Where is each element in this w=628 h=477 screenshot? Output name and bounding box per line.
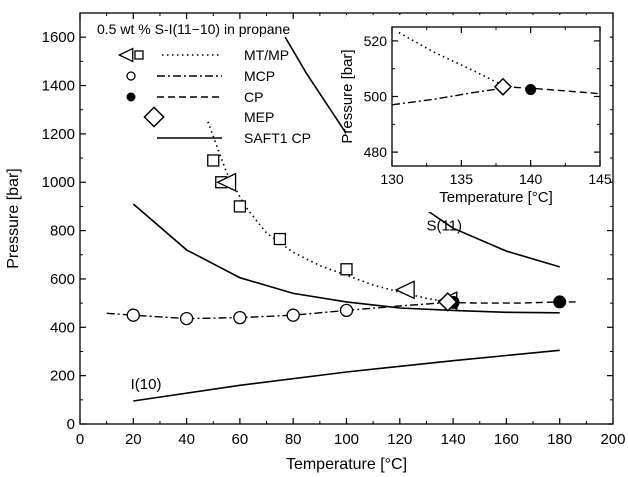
main-x-tick-label: 20	[125, 431, 142, 448]
main-y-tick-label: 1400	[42, 78, 75, 95]
mt-mp-marker-0	[207, 154, 220, 167]
legend-mcp-marker-0	[126, 71, 136, 81]
inset-y-tick-label: 500	[364, 89, 388, 105]
legend-mt-mp-marker-0	[117, 47, 134, 63]
main-y-tick-label: 0	[67, 416, 75, 433]
main-y-tick-label: 1200	[42, 126, 75, 143]
legend-cp-marker-0	[126, 92, 136, 102]
mt-mp-marker-2	[233, 200, 247, 213]
cp-dashed-line	[447, 301, 576, 304]
legend-mcp-label: MCP	[244, 68, 275, 84]
main-y-tick-label: 800	[50, 223, 75, 240]
mep-marker-0	[437, 292, 458, 312]
main-x-tick-label: 140	[441, 431, 466, 448]
inset-x-tick-label: 145	[588, 171, 612, 187]
cp-marker-1	[553, 295, 567, 309]
main-y-tick-label: 1000	[42, 174, 75, 191]
inset-y-axis-title: Pressure [bar]	[339, 49, 356, 143]
inset-x-tick-label: 140	[519, 171, 543, 187]
main-x-tick-label: 120	[387, 431, 412, 448]
inset-data	[392, 31, 600, 106]
mcp-dash-dot-line	[392, 87, 504, 106]
inset-y-tick-label: 520	[364, 33, 388, 49]
annotation-s11: S(11)	[426, 218, 462, 235]
main-x-tick-label: 200	[600, 431, 625, 448]
main-y-tick-label: 1600	[42, 29, 75, 46]
legend-saft1-cp-label: SAFT1 CP	[244, 130, 311, 146]
main-y-tick-label: 600	[50, 271, 75, 288]
mt-mp-marker-1	[394, 280, 415, 300]
cp-dashed-line	[502, 86, 600, 95]
legend-cp-label: CP	[244, 89, 263, 105]
main-x-tick-label: 160	[494, 431, 519, 448]
saft1-cp-solid-line	[132, 203, 560, 314]
main-plot: 0 20 40 60 80 100 120 140 160 180 200 0 200 400 600 800…	[5, 12, 626, 473]
legend: 0.5 wt % S-I(11−10) in propane MT/MP MCP CP…	[97, 21, 311, 146]
main-x-tick-label: 0	[76, 431, 84, 448]
mcp-marker-4	[339, 303, 354, 318]
main-y-tick-label: 400	[50, 319, 75, 336]
legend-mt-mp-marker-1	[134, 50, 144, 60]
legend-mep-label: MEP	[244, 109, 274, 125]
inset-x-axis-title: Temperature [°C]	[439, 189, 553, 206]
mcp-dash-dot-line	[106, 301, 448, 320]
main-y-axis-title: Pressure [bar]	[5, 168, 22, 268]
main-y-tick-label: 200	[50, 368, 75, 385]
main-x-tick-label: 180	[547, 431, 572, 448]
i-10--solid-line	[133, 349, 560, 402]
legend-mep-marker-0	[143, 106, 165, 128]
mcp-marker-2	[233, 310, 247, 325]
mcp-marker-3	[286, 308, 300, 322]
mep-marker-0	[493, 77, 512, 96]
main-x-tick-label: 60	[232, 431, 249, 448]
main-data	[106, 36, 576, 402]
main-x-tick-label: 40	[178, 431, 195, 448]
mt-mp-dotted-fit-line	[398, 31, 504, 87]
mt-mp-marker-3	[273, 232, 287, 246]
legend-mt-mp-label: MT/MP	[244, 47, 289, 63]
mcp-marker-0	[126, 308, 140, 322]
mt-mp-marker-0	[216, 172, 237, 192]
inset-background	[346, 15, 610, 212]
inset-x-tick-label: 135	[450, 171, 474, 187]
inset-y-tick-label: 480	[364, 144, 388, 160]
cp-marker-0	[525, 84, 537, 96]
main-x-tick-label: 80	[285, 431, 302, 448]
annotation-i10: I(10)	[131, 376, 162, 393]
mcp-marker-1	[179, 311, 194, 326]
inset-plot: 130 135 140 145 480 500 520 Temperature [°C] Pre…	[339, 15, 612, 212]
inset-x-tick-label: 130	[380, 171, 404, 187]
mt-mp-marker-4	[340, 263, 353, 276]
legend-title: 0.5 wt % S-I(11−10) in propane	[97, 21, 290, 37]
main-x-axis-title: Temperature [°C]	[286, 456, 407, 473]
main-x-tick-label: 100	[334, 431, 359, 448]
